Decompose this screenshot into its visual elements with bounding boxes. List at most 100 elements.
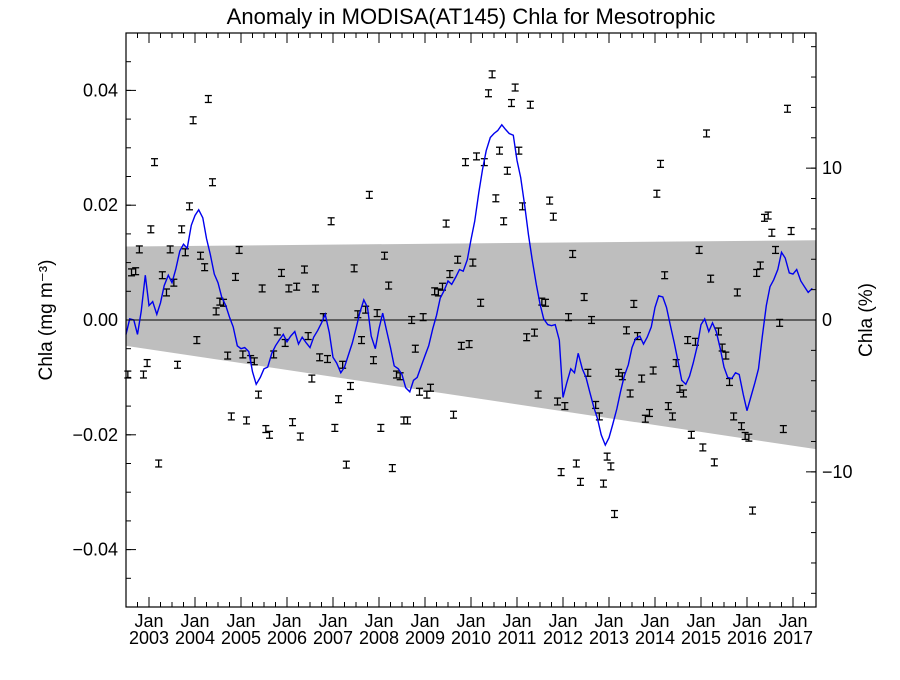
smoothed-anomaly-line [125, 123, 813, 447]
data-point [139, 370, 147, 379]
data-point [423, 390, 431, 399]
data-point [783, 104, 791, 113]
x-tick-month-label: Jan [456, 611, 485, 631]
data-point [128, 268, 136, 277]
data-point [710, 458, 718, 467]
data-point [760, 213, 768, 222]
data-point [553, 397, 561, 406]
x-tick-month-label: Jan [548, 611, 577, 631]
x-tick-year-label: 2009 [405, 628, 445, 648]
confidence-band-layer [126, 240, 816, 450]
x-tick-year-label: 2005 [221, 628, 261, 648]
data-point [350, 264, 358, 273]
x-tick-month-label: Jan [410, 611, 439, 631]
y-left-tick-label: 0.00 [83, 310, 118, 330]
data-point [155, 459, 163, 468]
data-point [178, 225, 186, 234]
data-point [638, 374, 646, 383]
data-point [166, 245, 174, 254]
y-left-tick-label: −0.04 [72, 540, 118, 560]
data-point [507, 98, 515, 108]
data-point [132, 267, 140, 276]
data-point [576, 477, 584, 486]
data-point [151, 158, 159, 167]
data-point [477, 298, 485, 307]
data-point [756, 261, 764, 270]
data-point [580, 292, 588, 302]
data-point [331, 423, 339, 433]
data-point [158, 271, 166, 280]
y-right-tick-label: 0 [822, 310, 832, 330]
data-point [266, 430, 274, 439]
confidence-band [126, 240, 816, 450]
data-point [549, 212, 557, 221]
data-point [641, 414, 649, 423]
data-point [664, 402, 672, 411]
data-point [465, 340, 473, 349]
data-point [661, 271, 669, 280]
data-point [772, 245, 780, 255]
data-point [235, 245, 243, 255]
x-tick-month-label: Jan [502, 611, 531, 631]
data-point [607, 462, 615, 471]
data-point [446, 269, 454, 279]
data-point [523, 333, 531, 342]
data-point [603, 452, 611, 461]
x-tick-year-label: 2007 [313, 628, 353, 648]
data-point [208, 178, 216, 187]
data-point [293, 282, 301, 291]
data-point [776, 318, 784, 327]
x-tick-month-label: Jan [778, 611, 807, 631]
x-tick-year-label: 2015 [681, 628, 721, 648]
data-point [595, 412, 603, 421]
data-point [668, 412, 676, 421]
y-right-tick-label: 10 [822, 158, 842, 178]
data-points-layer [124, 70, 795, 519]
data-point [342, 460, 350, 469]
data-point [197, 251, 205, 260]
data-point [707, 274, 715, 283]
data-point [204, 94, 212, 104]
data-point [170, 278, 178, 287]
x-tick-month-label: Jan [180, 611, 209, 631]
y-left-tick-label: 0.02 [83, 195, 118, 215]
data-point [365, 190, 373, 199]
axes-layer: 0.040.020.00−0.02−0.04100−10Jan2003Jan20… [72, 32, 853, 648]
x-tick-year-label: 2013 [589, 628, 629, 648]
data-point [741, 431, 749, 441]
data-point [258, 284, 266, 293]
data-point [687, 430, 695, 439]
data-point [649, 366, 657, 375]
data-point [461, 158, 469, 167]
data-point [730, 412, 738, 421]
x-tick-month-label: Jan [318, 611, 347, 631]
data-point [492, 194, 500, 203]
data-point [526, 100, 534, 109]
data-point [488, 70, 496, 79]
data-point [392, 370, 400, 379]
data-point [630, 299, 638, 309]
x-tick-month-label: Jan [226, 611, 255, 631]
x-tick-month-label: Jan [640, 611, 669, 631]
data-point [385, 281, 393, 290]
data-point [285, 284, 293, 293]
y-axis-right-label: Chla (%) [856, 283, 877, 357]
data-point [201, 263, 209, 272]
data-point [273, 327, 281, 336]
x-tick-month-label: Jan [594, 611, 623, 631]
data-point [484, 89, 492, 98]
x-tick-year-label: 2012 [543, 628, 583, 648]
data-point [618, 372, 626, 381]
x-tick-year-label: 2014 [635, 628, 675, 648]
data-point [239, 350, 247, 359]
data-point [224, 351, 232, 360]
data-point [565, 313, 573, 322]
data-point [308, 374, 316, 383]
data-point [745, 433, 753, 442]
data-point [764, 211, 772, 220]
data-point [611, 509, 619, 519]
data-point [388, 463, 396, 473]
data-point [243, 416, 251, 425]
x-tick-year-label: 2011 [498, 628, 537, 648]
